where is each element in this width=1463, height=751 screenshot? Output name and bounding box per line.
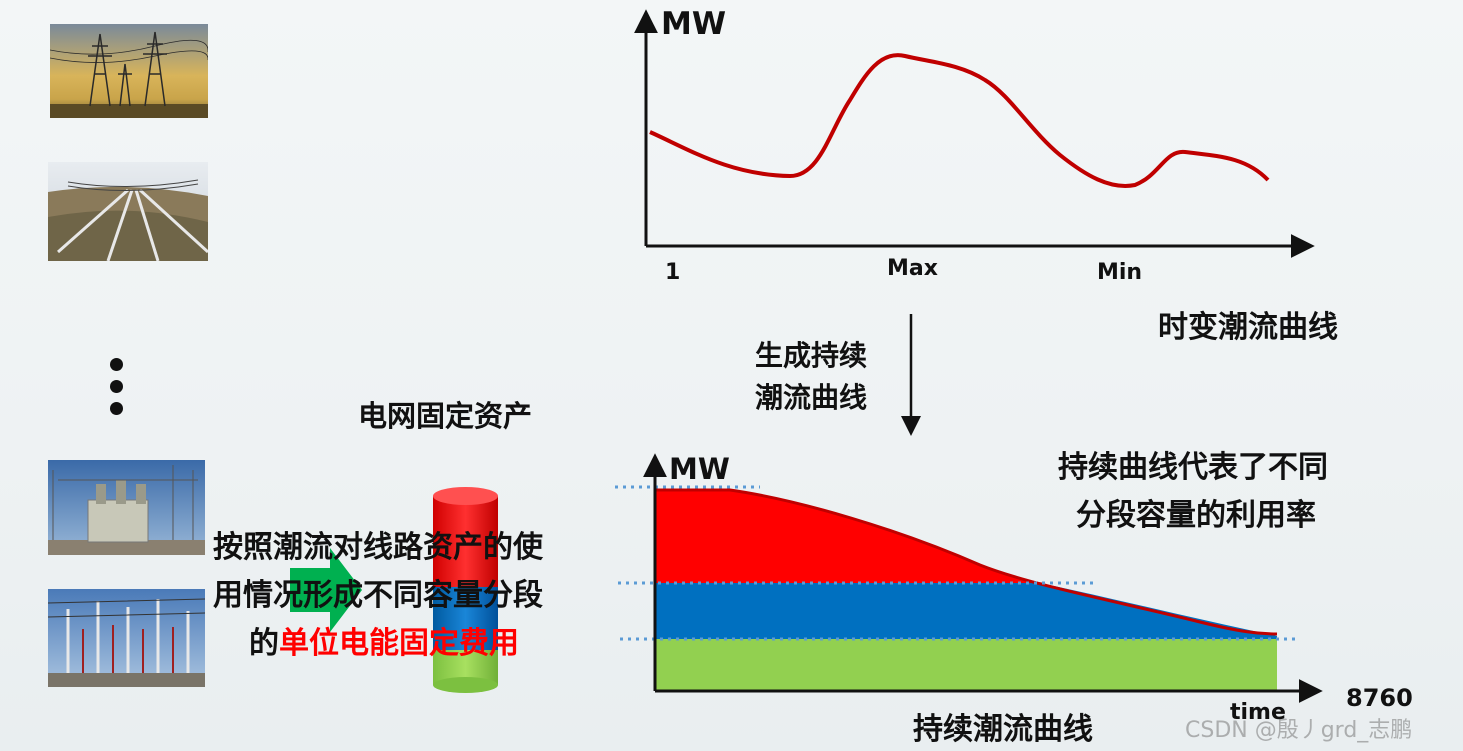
top-chart-axes — [634, 9, 1315, 258]
arrow-text-line1: 生成持续 — [755, 339, 868, 372]
level-dotted-lines — [615, 485, 1300, 641]
tick-min-label: Min — [1097, 260, 1143, 285]
green-arrow — [290, 548, 362, 632]
top-curve-title: 时变潮流曲线 — [1158, 310, 1338, 345]
tick-max-label: Max — [887, 256, 938, 281]
vertical-ellipsis — [110, 358, 123, 424]
duration-curve-bands — [655, 488, 1278, 691]
asset-cylinder — [433, 487, 498, 693]
unit-energy-fixed-cost-highlight: 单位电能固定费用 — [279, 626, 519, 661]
arrow-text-line2: 潮流曲线 — [755, 381, 868, 414]
watermark: CSDN @殷丿grd_志鹏 — [1185, 718, 1413, 743]
left-text-line3: 的单位电能固定费用 — [249, 618, 519, 662]
red-band — [655, 490, 1045, 583]
x-time-label: time — [1230, 700, 1286, 725]
time-varying-flow-curve — [649, 53, 1270, 188]
dot — [110, 402, 123, 415]
bottom-curve-title: 持续潮流曲线 — [913, 712, 1093, 747]
mw-top-label: MW — [661, 6, 727, 42]
asset-title: 电网固定资产 — [358, 399, 533, 433]
duration-note-line2: 分段容量的利用率 — [1076, 498, 1316, 533]
duration-note-line1: 持续曲线代表了不同 — [1058, 450, 1328, 485]
bottom-chart-axes — [643, 453, 1323, 703]
tick-1-label: 1 — [665, 260, 681, 285]
left-text-line2: 用情况形成不同容量分段 — [213, 578, 543, 613]
duration-curve-line — [655, 488, 1278, 636]
x-end-label: 8760 — [1346, 684, 1413, 712]
transmission-lines-landscape-photo — [48, 162, 208, 261]
substation-switchyard-photo — [48, 589, 205, 687]
blue-band — [655, 583, 1277, 639]
left-text-line3-prefix: 的 — [249, 626, 279, 661]
substation-transformer-photo — [48, 460, 205, 555]
dot — [110, 380, 123, 393]
green-band — [655, 639, 1277, 691]
transmission-towers-photo — [50, 24, 208, 118]
left-text-line1: 按照潮流对线路资产的使 — [213, 530, 543, 565]
dot — [110, 358, 123, 371]
mw-bottom-label: MW — [669, 452, 730, 486]
